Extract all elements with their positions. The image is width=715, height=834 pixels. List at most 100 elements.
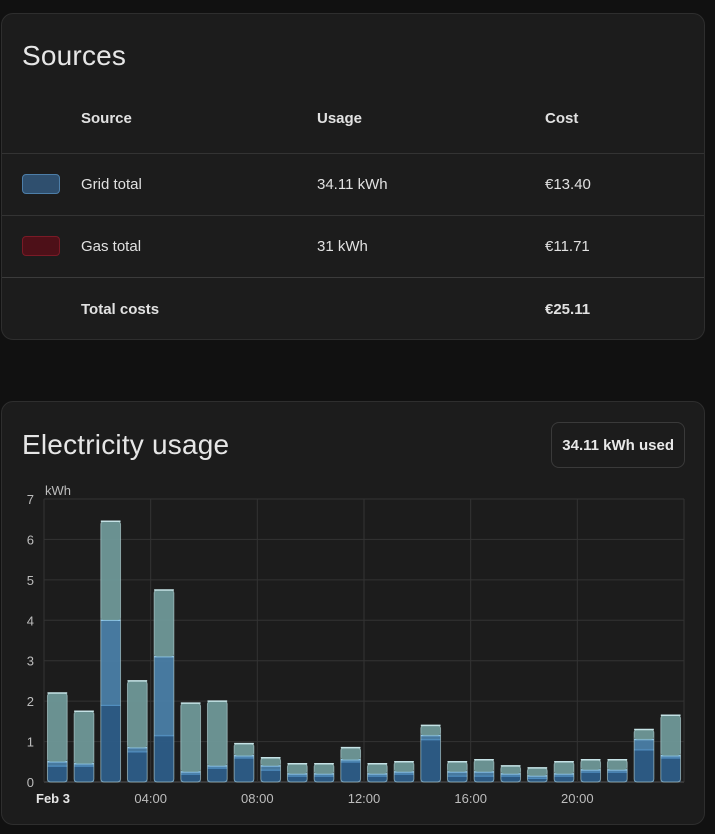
- source-name: Grid total: [81, 175, 142, 193]
- grid-color-swatch: [22, 174, 60, 194]
- bar-segment: [607, 771, 628, 782]
- bar-segment: [394, 771, 414, 774]
- table-row-grid: Grid total 34.11 kWh €13.40: [2, 153, 704, 215]
- bar-outline: [500, 765, 522, 783]
- y-axis-unit-label: kWh: [45, 483, 71, 498]
- bar-outline: [180, 702, 202, 783]
- table-row-total: Total costs €25.11: [2, 278, 704, 340]
- x-tick-label: 12:00: [348, 791, 381, 806]
- bar-outline: [73, 710, 95, 783]
- bar-segment: [474, 775, 494, 782]
- bar-outline: [473, 759, 495, 783]
- bar-outline: [233, 743, 255, 783]
- total-cost: €25.11: [545, 300, 591, 318]
- bar-segment: [234, 755, 254, 758]
- total-label: Total costs: [81, 300, 160, 318]
- total-divider: [2, 277, 704, 278]
- bar-segment: [660, 755, 681, 758]
- bar-segment: [154, 589, 174, 657]
- bar-outline: [420, 724, 442, 783]
- bar-segment: [607, 769, 628, 772]
- bar-segment: [554, 775, 574, 782]
- bar-segment: [287, 773, 308, 776]
- bar-segment: [340, 759, 361, 762]
- bar-segment: [287, 775, 308, 782]
- bar-outline: [260, 757, 282, 783]
- y-tick-label: 5: [27, 573, 34, 588]
- bar-segment: [394, 761, 414, 772]
- sources-title: Sources: [22, 40, 127, 71]
- y-tick-label: 3: [27, 654, 34, 669]
- bar-segment: [314, 775, 334, 782]
- bar-segment: [127, 751, 148, 782]
- bar-outline: [340, 747, 362, 783]
- bar-segment: [47, 693, 68, 762]
- gas-color-swatch: [22, 236, 60, 256]
- column-header-cost: Cost: [545, 109, 579, 127]
- bar-segment: [180, 771, 201, 774]
- source-usage: 31 kWh: [317, 237, 368, 255]
- bar-segment: [634, 739, 654, 750]
- bar-outline: [286, 763, 308, 783]
- bar-segment: [207, 765, 228, 768]
- bar-segment: [660, 715, 681, 756]
- bar-segment: [527, 775, 548, 778]
- bar-segment: [207, 701, 228, 766]
- bar-segment: [234, 757, 254, 782]
- bar-segment: [500, 775, 521, 782]
- x-tick-label: Feb 3: [36, 791, 70, 806]
- bar-segment: [527, 777, 548, 782]
- bar-segment: [314, 773, 334, 776]
- bar-outline: [46, 692, 68, 783]
- bar-segment: [634, 749, 654, 782]
- bar-segment: [607, 759, 628, 770]
- bar-segment: [100, 705, 121, 782]
- y-tick-label: 0: [27, 775, 34, 790]
- bar-segment: [260, 769, 281, 782]
- bar-outline: [206, 700, 228, 783]
- bar-segment: [340, 747, 361, 760]
- bar-outline: [446, 761, 468, 783]
- bar-segment: [554, 761, 574, 774]
- source-name: Gas total: [81, 237, 142, 255]
- column-header-source: Source: [81, 109, 132, 127]
- x-tick-label: 08:00: [241, 791, 274, 806]
- bar-segment: [500, 765, 521, 774]
- bar-segment: [447, 761, 468, 772]
- table-row-gas: Gas total 31 kWh €11.71: [2, 215, 704, 277]
- bar-segment: [394, 773, 414, 782]
- bar-segment: [180, 703, 201, 772]
- bar-segment: [207, 767, 228, 782]
- bar-segment: [100, 521, 121, 621]
- bar-segment: [127, 680, 148, 748]
- usage-total-badge: 34.11 kWh used: [551, 422, 685, 468]
- x-tick-label: 20:00: [561, 791, 594, 806]
- y-tick-label: 2: [27, 694, 34, 709]
- bar-segment: [74, 711, 94, 764]
- row-divider: [2, 215, 704, 216]
- bar-segment: [260, 757, 281, 766]
- source-usage: 34.11 kWh: [317, 175, 388, 193]
- bar-segment: [234, 743, 254, 756]
- bar-segment: [420, 725, 441, 736]
- bar-segment: [367, 773, 388, 776]
- bar-segment: [634, 729, 654, 740]
- bar-outline: [580, 759, 602, 783]
- header-divider: [2, 153, 704, 154]
- source-cost: €11.71: [545, 237, 590, 255]
- bar-outline: [313, 763, 335, 783]
- bar-outline: [100, 520, 122, 783]
- bar-segment: [47, 765, 68, 782]
- y-tick-label: 6: [27, 532, 34, 547]
- bar-outline: [660, 714, 682, 783]
- bar-outline: [126, 680, 148, 783]
- sources-card: Sources Source Usage Cost Grid total 34.…: [1, 13, 705, 340]
- bar-segment: [420, 739, 441, 782]
- bar-segment: [180, 773, 201, 782]
- bar-segment: [580, 769, 601, 772]
- bar-segment: [447, 775, 468, 782]
- bar-segment: [660, 757, 681, 782]
- bar-segment: [474, 771, 494, 776]
- y-tick-label: 1: [27, 735, 34, 750]
- y-tick-label: 4: [27, 613, 34, 628]
